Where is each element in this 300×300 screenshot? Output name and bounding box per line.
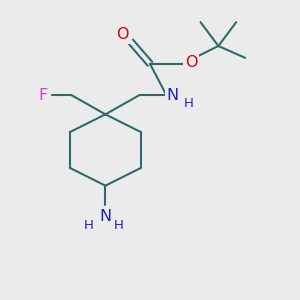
Text: N: N [166, 88, 178, 103]
Text: O: O [116, 28, 129, 43]
Text: H: H [114, 219, 124, 232]
Text: F: F [38, 88, 48, 103]
Text: H: H [184, 97, 194, 110]
Text: H: H [84, 219, 94, 232]
Text: N: N [99, 209, 112, 224]
Text: O: O [185, 55, 197, 70]
